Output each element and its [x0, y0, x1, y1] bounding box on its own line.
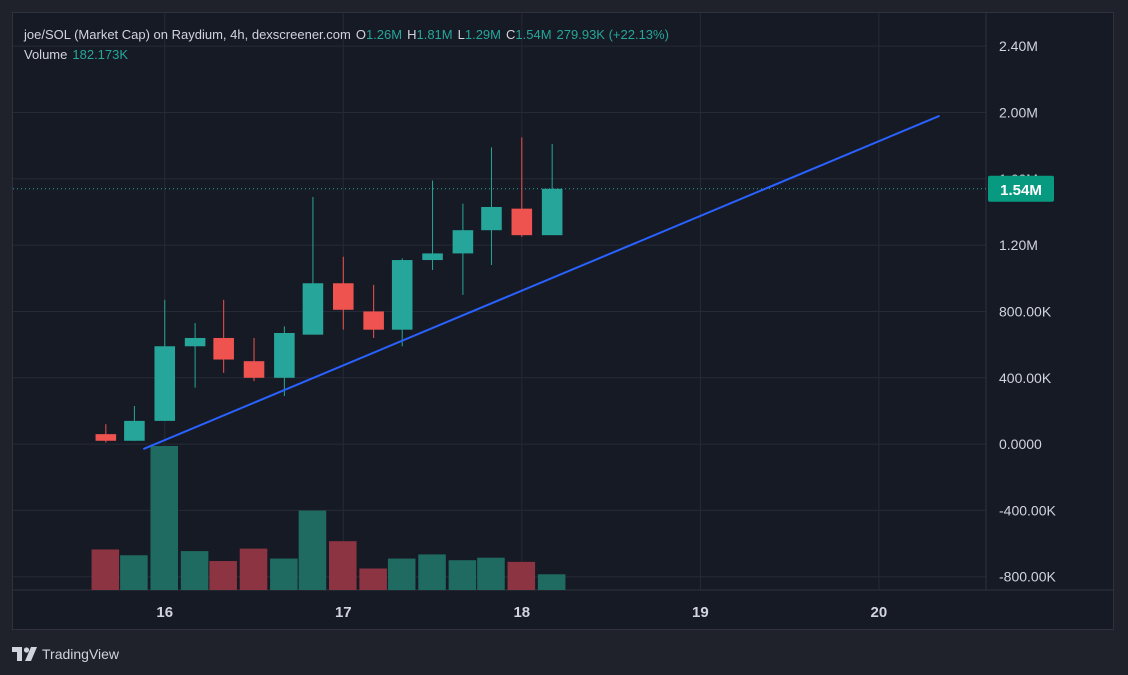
- candle-body-up: [422, 253, 443, 261]
- trendline: [142, 114, 940, 450]
- candle-body-down: [363, 311, 384, 330]
- high-label: H: [407, 27, 417, 42]
- candle-body-down: [243, 361, 265, 378]
- volume-value: 182.173K: [72, 47, 129, 62]
- open-label: O: [355, 27, 366, 42]
- symbol-title: joe/SOL (Market Cap) on Raydium, 4h, dex…: [24, 27, 351, 42]
- candle-body-up: [184, 337, 206, 347]
- volume-bar-down: [507, 561, 536, 590]
- high-value: 1.81M: [416, 27, 453, 42]
- volume-bar-down: [329, 541, 357, 590]
- volume-bar-up: [448, 560, 477, 590]
- legend-ohlc-row: joe/SOL (Market Cap) on Raydium, 4h, dex…: [24, 25, 669, 45]
- candle-body-up: [302, 283, 324, 335]
- volume-label: Volume: [24, 47, 68, 62]
- x-tick-label: 18: [513, 604, 530, 621]
- candle-body-up: [452, 230, 474, 254]
- y-tick-label: -400.00K: [999, 502, 1056, 518]
- last-price-label: 1.54M: [1000, 182, 1042, 199]
- low-value: 1.29M: [464, 27, 501, 42]
- volume-bar-down: [359, 568, 387, 590]
- x-tick-label: 20: [871, 604, 888, 621]
- volume-bar-up: [150, 446, 179, 590]
- candle-body-down: [333, 283, 354, 310]
- tradingview-icon: [12, 647, 37, 661]
- chart-panel[interactable]: [12, 12, 1114, 630]
- candle-body-up: [124, 420, 145, 441]
- y-tick-label: -800.00K: [999, 569, 1056, 585]
- volume-bar-down: [209, 561, 237, 590]
- close-label: C: [506, 27, 516, 42]
- volume-bar-up: [537, 574, 566, 590]
- volume-bar-up: [298, 510, 327, 590]
- last-price-tag: [988, 175, 1054, 202]
- candle-body-up: [541, 188, 563, 236]
- volume-bar-up: [418, 554, 446, 590]
- close-value: 1.54M: [515, 27, 552, 42]
- volume-bar-up: [180, 551, 209, 590]
- volume-bar-up: [270, 558, 298, 590]
- candle-body-up: [154, 346, 176, 421]
- chart-legend: joe/SOL (Market Cap) on Raydium, 4h, dex…: [24, 25, 669, 65]
- candle-body-up: [274, 333, 295, 378]
- candle-body-up: [391, 260, 413, 330]
- tradingview-logo[interactable]: TradingView: [12, 644, 119, 664]
- volume-bar-up: [120, 555, 148, 590]
- y-tick-label: 2.00M: [999, 104, 1038, 120]
- change-value: 279.93K (+22.13%): [556, 27, 669, 42]
- x-tick-label: 19: [692, 604, 709, 621]
- y-tick-label: 1.20M: [999, 237, 1038, 253]
- y-tick-label: 0.0000: [999, 436, 1042, 452]
- candle-body-down: [95, 434, 117, 441]
- candle-body-down: [213, 337, 234, 360]
- volume-bar-down: [91, 549, 120, 590]
- tradingview-brand: TradingView: [42, 646, 120, 662]
- y-tick-label: 800.00K: [999, 303, 1052, 319]
- y-tick-label: 400.00K: [999, 370, 1052, 386]
- candle-body-up: [481, 206, 502, 231]
- legend-volume-row: Volume 182.173K: [24, 45, 669, 65]
- low-label: L: [457, 27, 465, 42]
- candle-body-down: [511, 208, 533, 236]
- x-tick-label: 16: [156, 604, 173, 621]
- open-value: 1.26M: [365, 27, 403, 42]
- y-tick-label: 2.40M: [999, 38, 1038, 54]
- x-tick-label: 17: [335, 604, 352, 621]
- volume-bar-up: [477, 557, 505, 590]
- volume-bar-down: [239, 548, 268, 590]
- volume-bar-up: [387, 558, 416, 590]
